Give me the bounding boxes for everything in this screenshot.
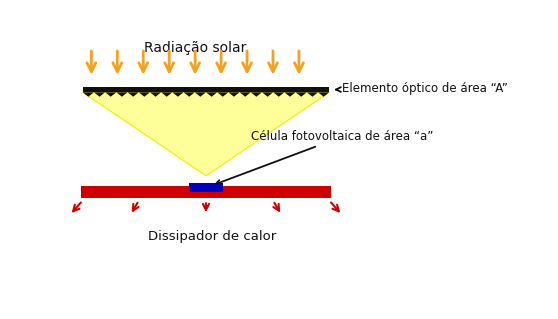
Polygon shape	[184, 92, 195, 97]
Polygon shape	[228, 92, 239, 97]
Polygon shape	[307, 92, 318, 97]
Polygon shape	[296, 92, 307, 97]
Polygon shape	[172, 92, 184, 97]
Bar	[189, 183, 223, 192]
Polygon shape	[195, 92, 206, 97]
Polygon shape	[206, 92, 217, 97]
Polygon shape	[94, 92, 105, 97]
Polygon shape	[273, 92, 285, 97]
Polygon shape	[128, 92, 139, 97]
Text: Elemento óptico de área “A”: Elemento óptico de área “A”	[336, 82, 508, 95]
Polygon shape	[251, 92, 262, 97]
Bar	[80, 186, 331, 198]
Polygon shape	[161, 92, 172, 97]
Text: Radiação solar: Radiação solar	[144, 41, 246, 55]
Bar	[83, 87, 329, 92]
Polygon shape	[116, 92, 128, 97]
Polygon shape	[217, 92, 228, 97]
Text: Célula fotovoltaica de área “a”: Célula fotovoltaica de área “a”	[215, 130, 434, 185]
Polygon shape	[262, 92, 273, 97]
Polygon shape	[83, 92, 329, 176]
Polygon shape	[239, 92, 251, 97]
Polygon shape	[318, 92, 329, 97]
Polygon shape	[83, 92, 94, 97]
Polygon shape	[105, 92, 116, 97]
Polygon shape	[150, 92, 161, 97]
Polygon shape	[285, 92, 296, 97]
Text: Dissipador de calor: Dissipador de calor	[147, 230, 276, 243]
Polygon shape	[139, 92, 150, 97]
